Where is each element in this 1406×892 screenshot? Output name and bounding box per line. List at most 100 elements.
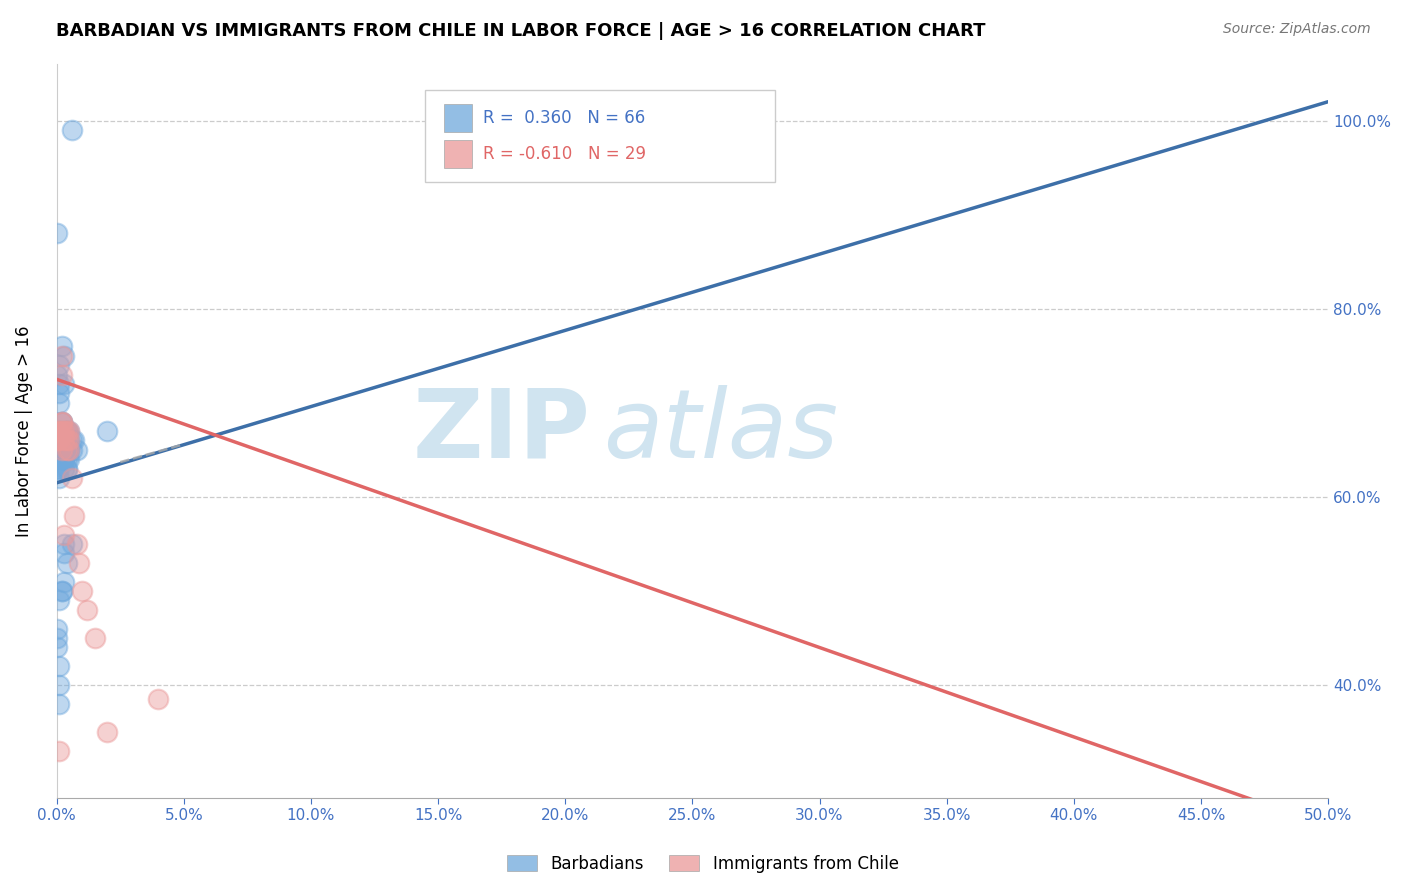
Point [53,377,76,392]
Point [48,424,70,438]
Point [48,396,70,410]
Text: Source: ZipAtlas.com: Source: ZipAtlas.com [1223,22,1371,37]
Point [48,424,70,438]
Point [45,424,67,438]
Point [53,461,76,475]
Point [48,452,70,467]
Point [48,424,70,438]
Point [51,339,73,353]
Point [55,434,77,448]
Point [51,442,73,457]
Point [58,442,80,457]
Point [45,442,67,457]
Point [58,434,80,448]
Text: atlas: atlas [603,384,838,477]
Point [48,744,70,758]
Point [51,442,73,457]
Point [60,471,83,485]
FancyBboxPatch shape [426,90,775,181]
Point [55,442,77,457]
Point [48,442,70,457]
Point [48,461,70,475]
Point [55,461,77,475]
Point [55,424,77,438]
Point [60,537,83,551]
Point [51,452,73,467]
Point [55,556,77,570]
Text: R = -0.610   N = 29: R = -0.610 N = 29 [482,145,645,163]
Point [51,415,73,429]
Point [83,631,105,645]
Point [60,123,83,137]
Point [55,442,77,457]
Point [48,358,70,372]
Point [48,434,70,448]
Point [48,471,70,485]
Y-axis label: In Labor Force | Age > 16: In Labor Force | Age > 16 [15,326,32,537]
Point [53,574,76,589]
Point [63,508,86,523]
Point [51,442,73,457]
Point [53,537,76,551]
Point [48,434,70,448]
Point [76,603,98,617]
Point [48,442,70,457]
FancyBboxPatch shape [444,104,472,132]
Point [53,349,76,363]
Point [69,556,91,570]
Point [45,622,67,636]
Point [63,434,86,448]
Point [148,692,170,706]
Point [58,424,80,438]
Point [51,434,73,448]
Point [48,593,70,607]
Point [48,377,70,392]
Point [58,442,80,457]
Point [53,434,76,448]
Point [53,452,76,467]
Point [66,442,89,457]
Point [45,368,67,382]
Point [51,415,73,429]
Point [48,442,70,457]
Legend: Barbadians, Immigrants from Chile: Barbadians, Immigrants from Chile [501,848,905,880]
Point [51,415,73,429]
Point [51,424,73,438]
Point [53,434,76,448]
Text: ZIP: ZIP [413,384,591,477]
Point [60,434,83,448]
Point [45,227,67,241]
Text: R =  0.360   N = 66: R = 0.360 N = 66 [482,110,645,128]
Point [53,452,76,467]
Point [58,452,80,467]
FancyBboxPatch shape [444,140,472,169]
Point [45,461,67,475]
Point [53,424,76,438]
Point [48,434,70,448]
Point [70,584,93,599]
Point [96,725,118,739]
Point [53,527,76,541]
Point [53,546,76,560]
Point [51,368,73,382]
Point [45,631,67,645]
Point [55,461,77,475]
Text: BARBADIAN VS IMMIGRANTS FROM CHILE IN LABOR FORCE | AGE > 16 CORRELATION CHART: BARBADIAN VS IMMIGRANTS FROM CHILE IN LA… [56,22,986,40]
Point [55,424,77,438]
Point [48,386,70,401]
Point [45,424,67,438]
Point [51,349,73,363]
Point [51,584,73,599]
Point [58,424,80,438]
Point [53,424,76,438]
Point [51,442,73,457]
Point [48,659,70,673]
Point [60,442,83,457]
Point [53,434,76,448]
Point [66,537,89,551]
Point [51,584,73,599]
Point [55,452,77,467]
Point [45,434,67,448]
Point [55,424,77,438]
Point [58,442,80,457]
